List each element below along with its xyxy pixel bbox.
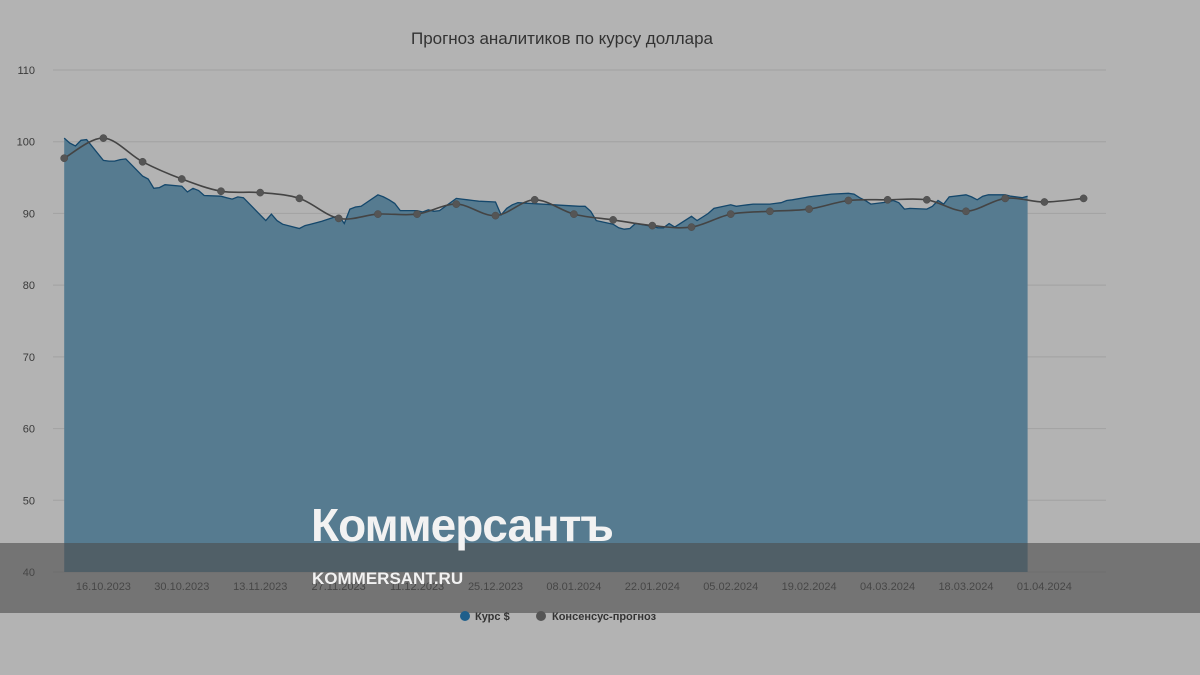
consensus-point: [1079, 194, 1088, 203]
consensus-point: [570, 210, 578, 218]
consensus-point: [177, 175, 186, 183]
y-tick-label: 50: [23, 495, 35, 507]
consensus-point: [295, 194, 304, 203]
consensus-point: [530, 195, 539, 204]
watermark-band: [0, 543, 1200, 613]
consensus-point: [805, 205, 813, 213]
consensus-point: [374, 210, 382, 218]
consensus-point: [922, 195, 931, 204]
y-tick-label: 60: [23, 424, 35, 436]
consensus-point: [452, 200, 461, 208]
y-tick-label: 100: [17, 137, 35, 149]
consensus-point: [491, 211, 500, 220]
consensus-point: [648, 221, 657, 230]
watermark: Коммерсантъ KOMMERSANT.RU: [0, 499, 1200, 613]
consensus-point: [962, 207, 970, 216]
legend-marker-2: [536, 611, 546, 621]
legend-label-1: Курс $: [475, 611, 510, 623]
consensus-point: [256, 188, 265, 197]
consensus-point: [883, 195, 892, 204]
y-tick-label: 70: [23, 352, 35, 364]
legend-label-2: Консенсус-прогноз: [552, 611, 657, 623]
y-tick-label: 90: [23, 208, 35, 220]
consensus-point: [609, 216, 617, 224]
legend: Курс $ Консенсус-прогноз: [460, 611, 657, 623]
consensus-point: [60, 154, 69, 163]
consensus-point: [413, 210, 421, 218]
consensus-point: [217, 187, 225, 196]
consensus-point: [766, 207, 774, 216]
rate-line: [63, 137, 1028, 230]
series-layer: [60, 134, 1088, 572]
legend-marker-1: [460, 611, 470, 621]
consensus-point: [138, 157, 147, 166]
watermark-logo: Коммерсантъ: [311, 499, 613, 551]
consensus-point: [726, 210, 735, 218]
y-axis: 405060708090100110: [17, 65, 35, 579]
consensus-point: [99, 134, 108, 142]
y-tick-label: 110: [17, 65, 35, 77]
consensus-point: [334, 214, 343, 223]
chart-title: Прогноз аналитиков по курсу доллара: [411, 29, 714, 48]
rate-area: [64, 138, 1028, 572]
y-tick-label: 80: [23, 280, 35, 292]
consensus-point: [687, 223, 696, 231]
consensus-point: [1001, 194, 1010, 203]
consensus-point: [844, 196, 853, 205]
watermark-url: KOMMERSANT.RU: [312, 569, 463, 588]
consensus-point: [1040, 198, 1049, 206]
